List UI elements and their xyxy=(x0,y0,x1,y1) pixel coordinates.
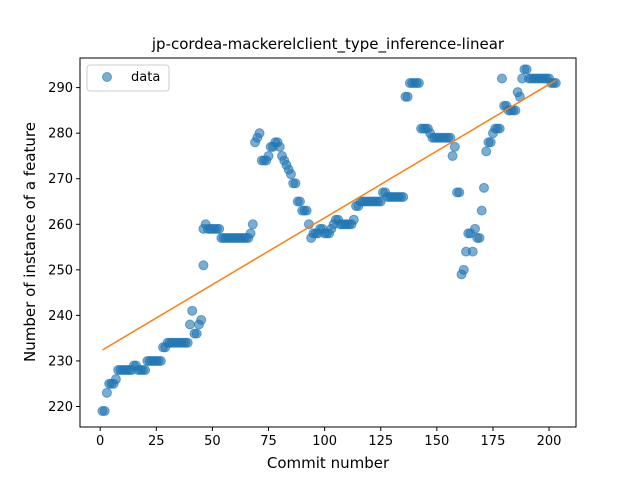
data-point xyxy=(454,187,465,198)
plot-frame xyxy=(79,57,577,428)
y-axis-label: Number of instance of a feature xyxy=(21,122,39,362)
y-tick-label: 240 xyxy=(48,309,73,324)
y-tick-label: 230 xyxy=(48,354,73,369)
data-point xyxy=(274,141,285,152)
x-tick-label: 75 xyxy=(260,434,277,449)
x-axis: 0 25 50 75 100 125 150 175 200 xyxy=(96,427,561,449)
x-tick-label: 0 xyxy=(96,434,104,449)
data-point xyxy=(187,305,198,316)
data-point xyxy=(447,150,458,161)
data-point xyxy=(496,73,507,84)
data-point xyxy=(191,328,202,339)
data-point xyxy=(247,219,258,230)
data-point xyxy=(494,123,505,134)
data-point xyxy=(398,191,409,202)
data-point xyxy=(474,232,485,243)
data-point xyxy=(478,182,489,193)
data-point xyxy=(290,178,301,189)
y-tick-label: 280 xyxy=(48,127,73,142)
data-point xyxy=(198,260,209,271)
x-tick-label: 125 xyxy=(368,434,393,449)
fit-line-group xyxy=(102,79,557,351)
data-point xyxy=(470,223,480,234)
y-axis: 220 230 240 250 260 270 280 290 xyxy=(48,81,80,415)
x-tick-label: 100 xyxy=(312,434,337,449)
plot-area xyxy=(79,57,577,428)
data-point xyxy=(155,355,166,366)
data-point xyxy=(485,137,496,148)
data-point xyxy=(294,196,305,207)
data-point xyxy=(521,64,532,75)
legend-label-data: data xyxy=(131,70,160,85)
x-tick-label: 150 xyxy=(424,434,449,449)
legend: data xyxy=(86,64,170,92)
data-point xyxy=(214,223,225,234)
data-point xyxy=(481,146,492,157)
y-tick-label: 250 xyxy=(48,263,73,278)
data-point xyxy=(110,374,121,385)
data-point xyxy=(301,205,312,216)
data-point xyxy=(99,406,110,417)
data-point xyxy=(348,214,359,225)
y-tick-label: 260 xyxy=(48,218,73,233)
data-point xyxy=(254,128,265,139)
legend-box xyxy=(86,64,170,92)
x-tick-label: 25 xyxy=(148,434,165,449)
data-point xyxy=(449,141,460,152)
y-tick-label: 270 xyxy=(48,172,73,187)
data-point xyxy=(402,91,413,102)
data-point xyxy=(476,205,487,216)
x-tick-label: 200 xyxy=(537,434,562,449)
data-point xyxy=(285,169,296,180)
data-point xyxy=(413,78,424,89)
data-point xyxy=(510,105,521,116)
y-tick-label: 220 xyxy=(48,400,73,415)
data-point xyxy=(101,387,112,398)
fit-line xyxy=(102,79,557,351)
x-axis-label: Commit number xyxy=(267,454,390,472)
data-point xyxy=(375,196,386,207)
x-tick-label: 50 xyxy=(204,434,221,449)
data-point xyxy=(458,264,469,275)
data-points xyxy=(97,64,561,417)
legend-marker-data xyxy=(102,72,112,82)
data-point xyxy=(467,246,478,257)
x-tick-label: 175 xyxy=(481,434,506,449)
data-point xyxy=(184,319,195,330)
chart-title: jp-cordea-mackerelclient_type_inference-… xyxy=(151,35,505,54)
data-point xyxy=(196,314,207,325)
y-tick-label: 290 xyxy=(48,81,73,96)
data-point xyxy=(263,150,274,161)
data-point xyxy=(140,365,151,376)
data-point xyxy=(245,228,256,239)
data-point xyxy=(182,337,193,348)
